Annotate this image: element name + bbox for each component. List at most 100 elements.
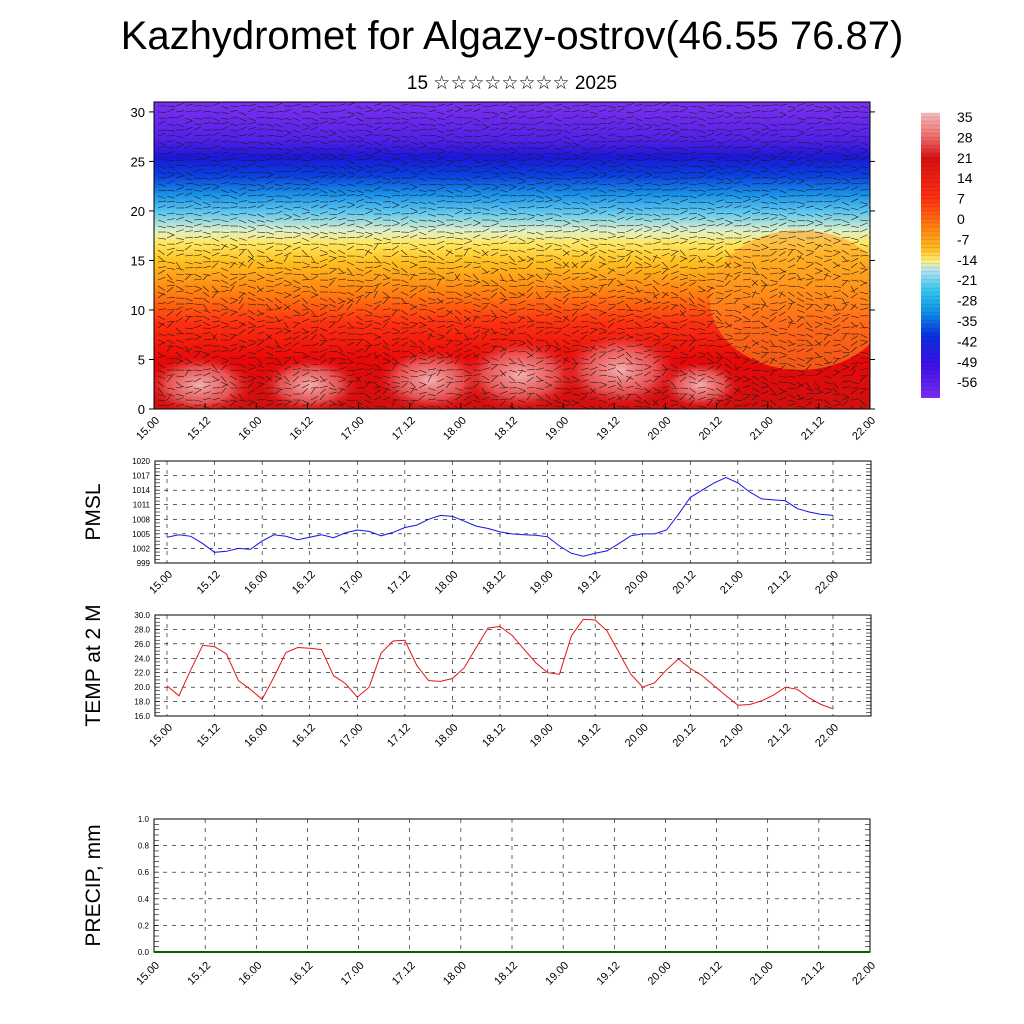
wind-barb [409,323,418,329]
wind-barb [517,177,526,182]
wind-barb [517,316,525,323]
wind-barb [184,274,192,281]
wind-barb [175,135,184,139]
wind-barb [319,223,328,227]
wind-barb [652,237,661,241]
wind-barb [193,243,202,246]
wind-barb [301,159,311,162]
wind-barb [535,219,544,222]
wind-barb [292,261,302,264]
wind-barb [463,168,472,173]
wind-barb [346,361,355,365]
wind-barb [283,342,292,347]
series-line [166,476,834,557]
wind-barb [418,111,427,115]
wind-barb [706,145,715,149]
wind-barb [175,216,184,221]
wind-barb [805,249,814,252]
wind-barb [742,379,751,383]
wind-barb [517,249,526,253]
wind-barb [166,174,175,179]
wind-barb [364,372,373,377]
wind-barb [184,357,192,363]
wind-barb [742,296,751,299]
ytick-label: 16.0 [134,712,150,721]
wind-barb [319,340,327,347]
wind-barb [283,132,292,137]
wind-barb [661,222,670,227]
wind-barb [175,201,185,203]
wind-barb [715,193,724,197]
wind-barb [724,383,733,389]
wind-barb [580,367,589,371]
wind-barb [274,210,283,215]
wind-barb [328,269,336,275]
wind-barb [427,297,436,301]
wind-barb [256,303,265,306]
wind-barb [841,153,850,158]
wind-barb [274,157,283,161]
wind-barb [157,387,164,395]
wind-barb [625,228,634,233]
wind-barb [697,279,707,281]
wind-barb [742,122,751,125]
wind-barb [742,223,751,227]
wind-barb [184,200,193,203]
wind-barb [652,213,661,217]
wind-barb [526,353,534,359]
wind-barb [400,321,409,326]
wind-barb [787,333,796,337]
wind-barb [544,321,553,325]
wind-barb [364,249,370,257]
wind-barb [715,291,724,295]
wind-barb [445,279,455,281]
wind-barb [184,244,192,251]
ytick-label: 28.0 [134,625,150,634]
wind-barb [742,146,751,149]
wind-barb [427,387,436,391]
colorbar-label: -42 [957,333,977,349]
wind-barb [373,255,380,263]
wind-barb [733,377,742,383]
wind-barb [823,237,832,242]
wind-barb [400,152,409,155]
wind-barb [274,363,283,366]
wind-barb [841,393,850,398]
wind-barb [787,403,796,407]
wind-barb [688,111,697,115]
wind-barb [580,128,589,131]
wind-barb [220,243,227,251]
wind-barb [247,381,254,389]
wind-barb [625,127,634,131]
wind-barb [706,267,716,269]
wind-barb [544,199,553,203]
wind-barb [724,393,733,398]
wind-barb [184,338,193,341]
wind-barb [445,324,454,329]
wind-barb [526,163,535,167]
wind-barb [589,267,598,272]
wind-barb [841,141,850,144]
wind-barb [409,175,418,179]
wind-barb [724,121,733,125]
heat-xtick-label: 16.12 [288,415,316,443]
wind-barb [670,393,680,395]
wind-barb [742,327,752,329]
wind-barb [670,123,679,127]
wind-barb [355,231,364,234]
wind-barb [850,346,858,353]
wind-barb [499,315,508,319]
wind-barb [418,193,427,197]
wind-barb [778,258,787,263]
wind-barb [265,279,274,283]
wind-barb [544,308,553,311]
wind-barb [778,318,787,323]
wind-barb [499,298,507,305]
wind-barb [634,387,643,390]
wind-barb [373,216,382,221]
wind-barb [391,261,398,268]
wind-barb [715,128,724,131]
wind-barb [760,284,769,287]
wind-barb [814,267,823,272]
wind-barb [607,249,616,253]
